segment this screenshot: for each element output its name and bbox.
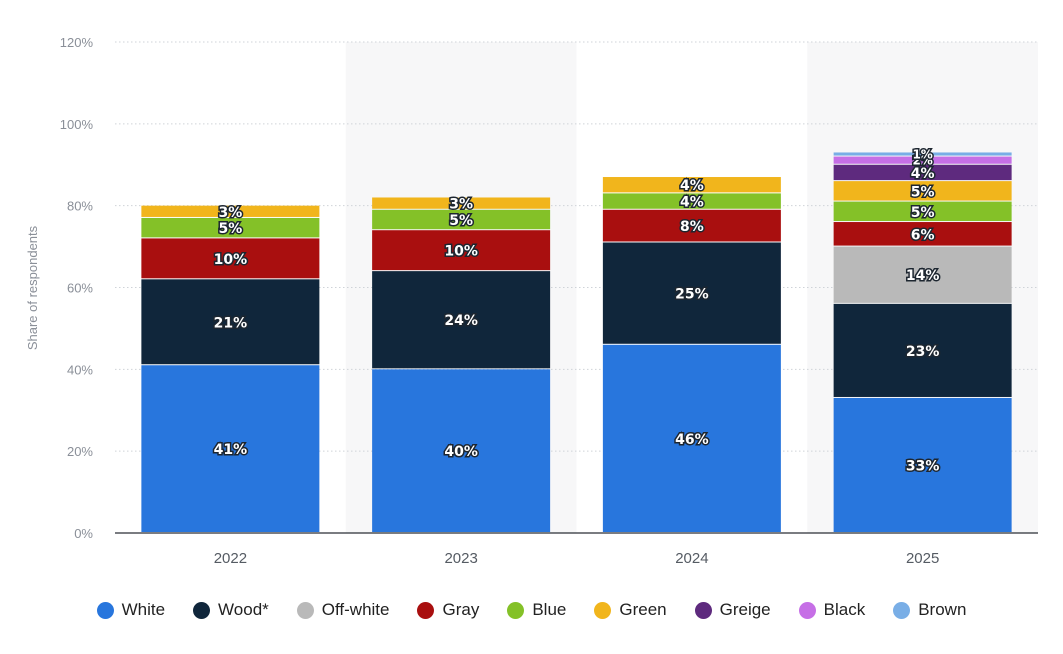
legend-item[interactable]: Brown — [893, 600, 966, 620]
legend-swatch — [96, 601, 114, 619]
y-axis-ticks: 0% 20% 40% 60% 80% 100% 120% — [60, 35, 94, 541]
bar-segment-gray-2025[interactable] — [833, 222, 1012, 246]
data-label: 21% — [214, 315, 248, 331]
bar-segment-blue-2025[interactable] — [833, 201, 1012, 222]
bar-segment-greige-2025[interactable] — [833, 164, 1012, 181]
data-label: 4% — [680, 178, 704, 194]
legend-item[interactable]: Greige — [694, 600, 771, 620]
bar-segment-wood-2025[interactable] — [833, 303, 1012, 397]
data-label: 2% — [912, 154, 932, 168]
bar-segment-gray-2024[interactable] — [602, 209, 781, 242]
bar-segment-offwhite-2025[interactable] — [833, 246, 1012, 303]
bar-segment-green-2024[interactable] — [602, 177, 781, 193]
x-axis-ticks: 2022 2023 2024 2025 — [214, 550, 940, 567]
data-label: 5% — [449, 213, 473, 229]
data-label: 5% — [911, 184, 935, 200]
data-label: 1% — [912, 148, 932, 162]
legend-label: Gray — [442, 600, 480, 619]
data-label: 5% — [218, 221, 242, 237]
legend-item[interactable]: Off-white — [296, 600, 390, 620]
legend-label: Wood* — [218, 600, 269, 619]
legend-label: Black — [823, 600, 866, 619]
data-labels: 41%21%10%5%3%40%24%10%5%3%46%25%8%4%4%33… — [212, 146, 941, 476]
legend-label: Greige — [719, 600, 771, 619]
legend-label: Blue — [532, 600, 567, 619]
y-tick-label: 80% — [67, 199, 93, 214]
bar-segment-white-2023[interactable] — [372, 369, 551, 532]
bar-segment-wood-2022[interactable] — [141, 279, 320, 365]
x-tick-label: 2024 — [675, 550, 708, 567]
legend-swatch — [193, 601, 211, 619]
data-label: 40% — [444, 444, 478, 460]
bar-segment-green-2025[interactable] — [833, 181, 1012, 201]
data-label: 46% — [675, 432, 709, 448]
legend-item[interactable]: Wood* — [193, 600, 269, 620]
bar-segment-brown-2025[interactable] — [833, 152, 1012, 156]
data-label: 8% — [680, 219, 704, 235]
data-label: 3% — [218, 205, 242, 221]
x-tick-label: 2022 — [214, 550, 247, 567]
legend-item[interactable]: Blue — [507, 600, 566, 620]
legend-item[interactable]: Black — [798, 600, 866, 620]
data-label: 10% — [444, 244, 478, 260]
data-label: 25% — [675, 287, 709, 303]
data-label: 33% — [906, 458, 940, 474]
bar-segment-white-2022[interactable] — [141, 365, 320, 532]
x-tick-label: 2025 — [906, 550, 939, 567]
y-tick-label: 60% — [67, 281, 93, 296]
data-label: 5% — [911, 205, 935, 221]
legend-swatch — [694, 601, 712, 619]
data-label: 10% — [214, 252, 248, 268]
y-axis-label: Share of respondents — [25, 225, 40, 350]
bar-segment-green-2023[interactable] — [372, 197, 551, 209]
legend-swatch — [798, 601, 816, 619]
y-tick-label: 20% — [67, 444, 93, 459]
data-label: 23% — [906, 344, 940, 360]
legend-label: Green — [619, 600, 667, 619]
data-label: 6% — [911, 227, 935, 243]
y-tick-label: 0% — [74, 526, 93, 541]
legend-swatch — [417, 601, 435, 619]
legend-label: White — [121, 600, 166, 619]
data-label: 4% — [680, 195, 704, 211]
bar-segment-blue-2023[interactable] — [372, 209, 551, 230]
bar-segment-black-2025[interactable] — [833, 156, 1012, 164]
bar-segment-white-2024[interactable] — [602, 344, 781, 532]
y-tick-label: 100% — [60, 117, 94, 132]
data-label: 3% — [449, 197, 473, 213]
y-tick-label: 40% — [67, 362, 93, 377]
bar-segment-blue-2022[interactable] — [141, 217, 320, 238]
legend-item[interactable]: Gray — [417, 600, 479, 620]
bar-segment-wood-2024[interactable] — [602, 242, 781, 344]
data-label: 41% — [214, 442, 248, 458]
legend-swatch — [893, 601, 911, 619]
legend-swatch — [507, 601, 525, 619]
legend-label: Off-white — [321, 600, 390, 619]
bar-segment-white-2025[interactable] — [833, 397, 1012, 532]
bar-segment-gray-2023[interactable] — [372, 230, 551, 271]
bar-segments — [141, 152, 1012, 532]
legend-swatch — [296, 601, 314, 619]
legend-label: Brown — [918, 600, 967, 619]
bar-segment-blue-2024[interactable] — [602, 193, 781, 209]
data-label: 24% — [444, 313, 478, 329]
bar-segment-gray-2022[interactable] — [141, 238, 320, 279]
data-label: 14% — [906, 268, 940, 284]
legend-item[interactable]: Green — [594, 600, 667, 620]
bar-segment-green-2022[interactable] — [141, 205, 320, 217]
x-tick-label: 2023 — [444, 550, 477, 567]
bar-segment-wood-2023[interactable] — [372, 271, 551, 369]
legend-swatch — [594, 601, 612, 619]
legend: White Wood* Off-white Gray Blue Green Greige Bl… — [0, 600, 1063, 620]
legend-item[interactable]: White — [96, 600, 166, 620]
y-tick-label: 120% — [60, 35, 94, 50]
data-label: 4% — [911, 166, 935, 182]
